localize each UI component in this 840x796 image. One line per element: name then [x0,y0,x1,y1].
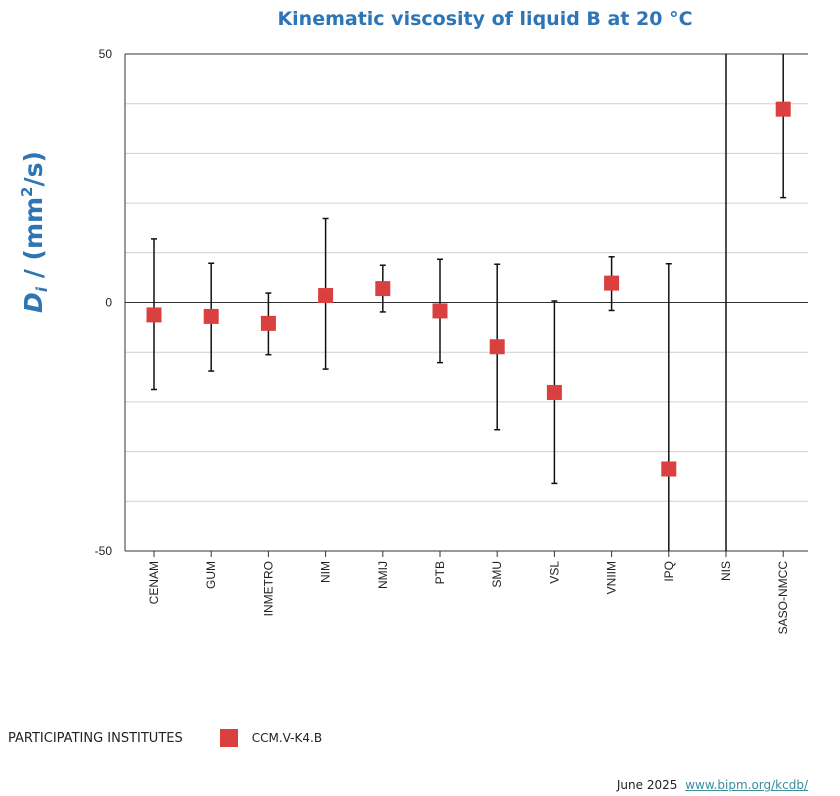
data-point [318,288,334,304]
data-point [432,303,448,319]
data-point [146,307,162,323]
y-tick-label: 0 [105,296,112,310]
chart-title: Kinematic viscosity of liquid B at 20 °C [277,8,693,30]
y-axis-label-symbol: D [19,292,48,313]
x-tick-label: INMETRO [261,561,275,616]
data-point [661,461,677,477]
y-axis-label-unit-prefix: / (mm [19,197,48,287]
x-tick-label: SMU [490,561,504,588]
y-axis-label-subscript: i [33,286,51,292]
x-tick-label: CENAM [147,561,161,604]
x-tick-label: VNIIM [605,561,619,594]
x-tick-label: NIM [319,561,333,583]
footer-link[interactable]: www.bipm.org/kcdb/ [685,778,808,792]
grid-lines [125,103,808,502]
x-tick-labels: CENAM GUM INMETRO NIM NMIJ PTB SMU VSL VNIIM IPQ N… [147,551,790,634]
x-tick-label: NMIJ [376,561,390,589]
x-tick-label: PTB [433,561,447,584]
data-point [775,101,791,117]
y-tick-labels: 50 0 -50 [95,47,113,558]
legend-marker-square [219,729,238,747]
data-points [146,101,791,477]
legend: PARTICIPATING INSTITUTES CCM.V-K4.B [8,726,322,750]
data-point [203,308,219,324]
chart-plot: 50 0 -50 CENAM GUM INMETRO NIM NMIJ PTB SMU VSL VN… [18,47,808,634]
x-tick-label: SASO-NMCC [776,561,790,635]
data-point [260,315,276,331]
data-point [375,281,391,297]
footer: June 2025 www.bipm.org/kcdb/ [617,778,808,792]
y-axis-label: Di / (mm2/s) [18,151,51,313]
y-tick-label: -50 [95,544,113,558]
legend-heading: PARTICIPATING INSTITUTES [8,730,183,746]
y-axis-label-unit-suffix: /s) [19,151,48,186]
legend-series-label: CCM.V-K4.B [251,731,323,745]
x-tick-label: NIS [719,561,733,581]
y-tick-label: 50 [99,47,113,61]
data-point [546,384,562,400]
data-point [604,275,620,291]
x-tick-label: IPQ [662,561,676,582]
x-tick-label: GUM [204,561,218,589]
y-axis-label-unit-sup: 2 [18,187,36,197]
axes [124,53,808,552]
footer-date: June 2025 [616,778,678,792]
x-tick-label: VSL [547,561,561,584]
data-point [489,339,505,355]
